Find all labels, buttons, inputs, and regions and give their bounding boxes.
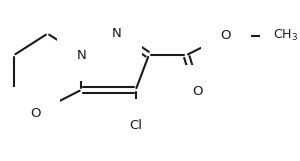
Text: O: O [30, 107, 40, 120]
Text: N: N [76, 49, 86, 62]
Text: O: O [192, 85, 203, 98]
Text: Cl: Cl [129, 119, 142, 132]
Text: $\mathregular{CH_3}$: $\mathregular{CH_3}$ [273, 28, 298, 43]
Text: N: N [112, 27, 122, 40]
Text: O: O [220, 29, 231, 42]
